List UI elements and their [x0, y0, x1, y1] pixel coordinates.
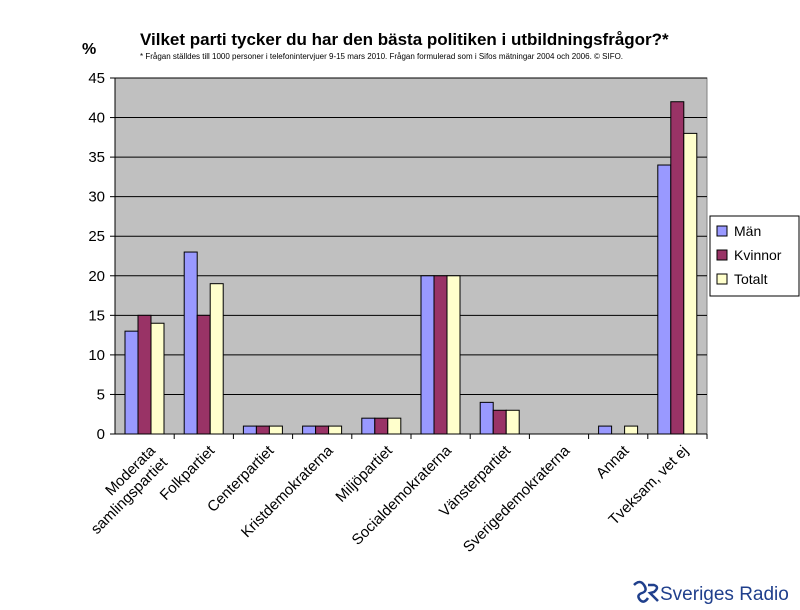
- bar-kvinnor-1: [196, 314, 211, 435]
- y-tick-label: 35: [88, 149, 105, 166]
- x-tick-label: Socialdemokraterna: [349, 442, 456, 549]
- bar-totalt-8: [624, 425, 639, 435]
- bar-totalt-9: [683, 132, 698, 435]
- category-label-line: Sverigedemokraterna: [460, 442, 574, 556]
- bar-mn-1: [183, 251, 198, 435]
- category-label-line: Socialdemokraterna: [349, 442, 456, 549]
- axes: [110, 77, 708, 439]
- bar-kvinnor-0: [137, 314, 152, 435]
- chart-title: Vilket parti tycker du har den bästa pol…: [140, 30, 669, 49]
- y-tick-label: 15: [88, 307, 105, 324]
- bar-mn-9: [657, 164, 672, 435]
- category-label-line: Annat: [593, 442, 633, 482]
- y-tick-label: 10: [88, 347, 105, 364]
- bar-totalt-1: [209, 283, 224, 435]
- legend-label: Kvinnor: [734, 247, 782, 263]
- y-tick-label: 40: [88, 110, 105, 127]
- legend-swatch: [716, 249, 728, 261]
- legend: Män Kvinnor Totalt: [709, 215, 800, 297]
- bar-totalt-2: [268, 425, 283, 435]
- bar-mn-3: [302, 425, 317, 435]
- bar-kvinnor-4: [374, 417, 389, 435]
- bar-mn-5: [420, 275, 435, 435]
- bar-totalt-3: [328, 425, 343, 435]
- category-label-line: Folkpartiet: [157, 442, 219, 504]
- y-tick-label: 5: [97, 386, 105, 403]
- bar-mn-0: [124, 330, 139, 435]
- bar-totalt-0: [150, 322, 165, 435]
- sveriges-radio-logo: Sveriges Radio: [633, 580, 789, 605]
- brand-name: Sveriges Radio: [660, 584, 789, 605]
- bar-mn-6: [479, 401, 494, 435]
- bar-totalt-5: [446, 275, 461, 435]
- x-tick-label: Annat: [593, 442, 633, 482]
- y-tick-label: 20: [88, 268, 105, 285]
- bar-mn-4: [361, 417, 376, 435]
- bar-kvinnor-3: [315, 425, 330, 435]
- bar-totalt-6: [505, 409, 520, 435]
- legend-label: Män: [734, 223, 761, 239]
- y-tick-label: 30: [88, 189, 105, 206]
- y-tick-label: 45: [88, 70, 105, 87]
- x-tick-label: Miljöpartiet: [332, 442, 396, 506]
- y-axis-label: %: [82, 41, 96, 58]
- bar-mn-2: [242, 425, 257, 435]
- bar-kvinnor-5: [433, 275, 448, 435]
- category-label-line: Miljöpartiet: [332, 442, 396, 506]
- legend-label: Totalt: [734, 271, 768, 287]
- x-tick-labels: ModeratasamlingspartietFolkpartietCenter…: [88, 442, 692, 556]
- y-tick-label: 25: [88, 228, 105, 245]
- x-tick-label: Folkpartiet: [157, 442, 219, 504]
- chart-footnote: * Frågan ställdes till 1000 personer i t…: [140, 52, 623, 61]
- bar-kvinnor-6: [492, 409, 507, 435]
- legend-swatch: [716, 225, 728, 237]
- y-tick-labels: 0 5 10 15 20 25 30 35 40 45: [88, 70, 105, 443]
- sr-logo-icon: [633, 580, 659, 603]
- bar-kvinnor-9: [670, 101, 685, 435]
- bar-totalt-4: [387, 417, 402, 435]
- bar-kvinnor-2: [255, 425, 270, 435]
- bar-mn-8: [598, 425, 613, 435]
- legend-swatch: [716, 273, 728, 285]
- y-tick-label: 0: [97, 426, 105, 443]
- x-tick-label: Sverigedemokraterna: [460, 442, 574, 556]
